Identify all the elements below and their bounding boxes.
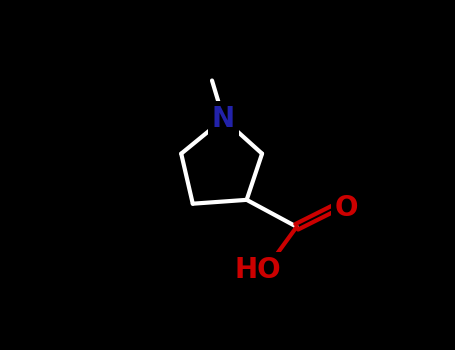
Text: HO: HO xyxy=(235,256,282,284)
Text: O: O xyxy=(335,194,359,222)
Text: N: N xyxy=(212,105,235,133)
